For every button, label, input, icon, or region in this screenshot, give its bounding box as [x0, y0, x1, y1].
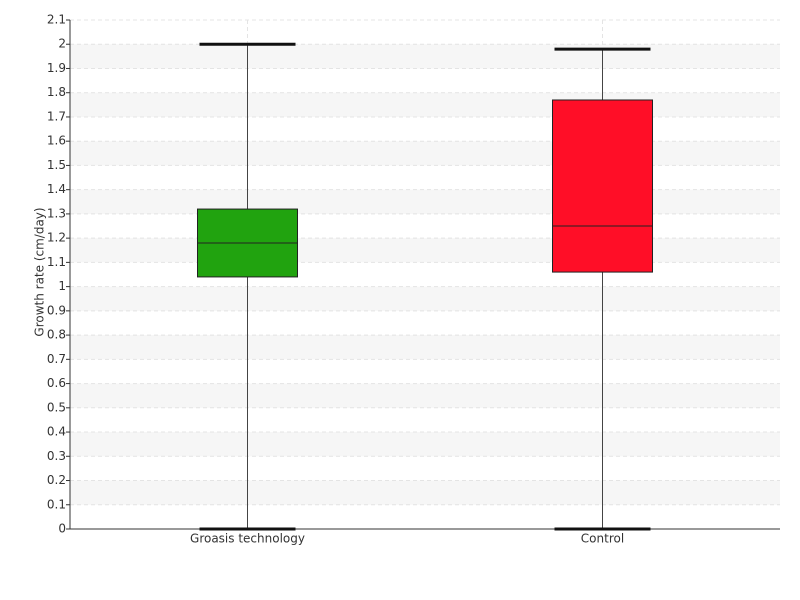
grid-band	[70, 335, 780, 360]
x-tick-label: Groasis technology	[190, 532, 305, 546]
y-tick-label: 1.5	[47, 158, 66, 172]
y-tick-label: 1.6	[47, 134, 66, 148]
y-tick-label: 1.7	[47, 109, 66, 123]
grid-band	[70, 189, 780, 214]
y-tick-label: 0.8	[47, 328, 66, 342]
y-tick-label: 0.5	[47, 400, 66, 414]
y-tick-label: 1.2	[47, 231, 66, 245]
y-tick-label: 2	[58, 37, 66, 51]
x-tick-label: Control	[581, 532, 624, 546]
grid-band	[70, 383, 780, 408]
grid-band	[70, 141, 780, 166]
y-tick-label: 1.3	[47, 206, 66, 220]
y-tick-label: 0.1	[47, 497, 66, 511]
y-tick-label: 0.3	[47, 449, 66, 463]
y-tick-label: 0.4	[47, 425, 66, 439]
y-tick-label: 1.1	[47, 255, 66, 269]
y-tick-label: 1.4	[47, 182, 66, 196]
y-tick-label: 0.7	[47, 352, 66, 366]
grid-band	[70, 92, 780, 117]
y-tick-label: 0.9	[47, 303, 66, 317]
y-tick-label: 0.2	[47, 473, 66, 487]
grid-band	[70, 480, 780, 505]
grid-band	[70, 432, 780, 457]
grid-band	[70, 238, 780, 263]
y-tick-label: 1.9	[47, 61, 66, 75]
y-tick-label: 1	[58, 279, 66, 293]
y-tick-label: 0	[58, 522, 66, 536]
y-tick-label: 1.8	[47, 85, 66, 99]
y-tick-label: 2.1	[47, 13, 66, 27]
grid-band	[70, 286, 780, 311]
y-tick-label: 0.6	[47, 376, 66, 390]
y-axis-label: Growth rate (cm/day)	[33, 207, 47, 336]
grid-band	[70, 44, 780, 69]
box	[552, 99, 653, 273]
